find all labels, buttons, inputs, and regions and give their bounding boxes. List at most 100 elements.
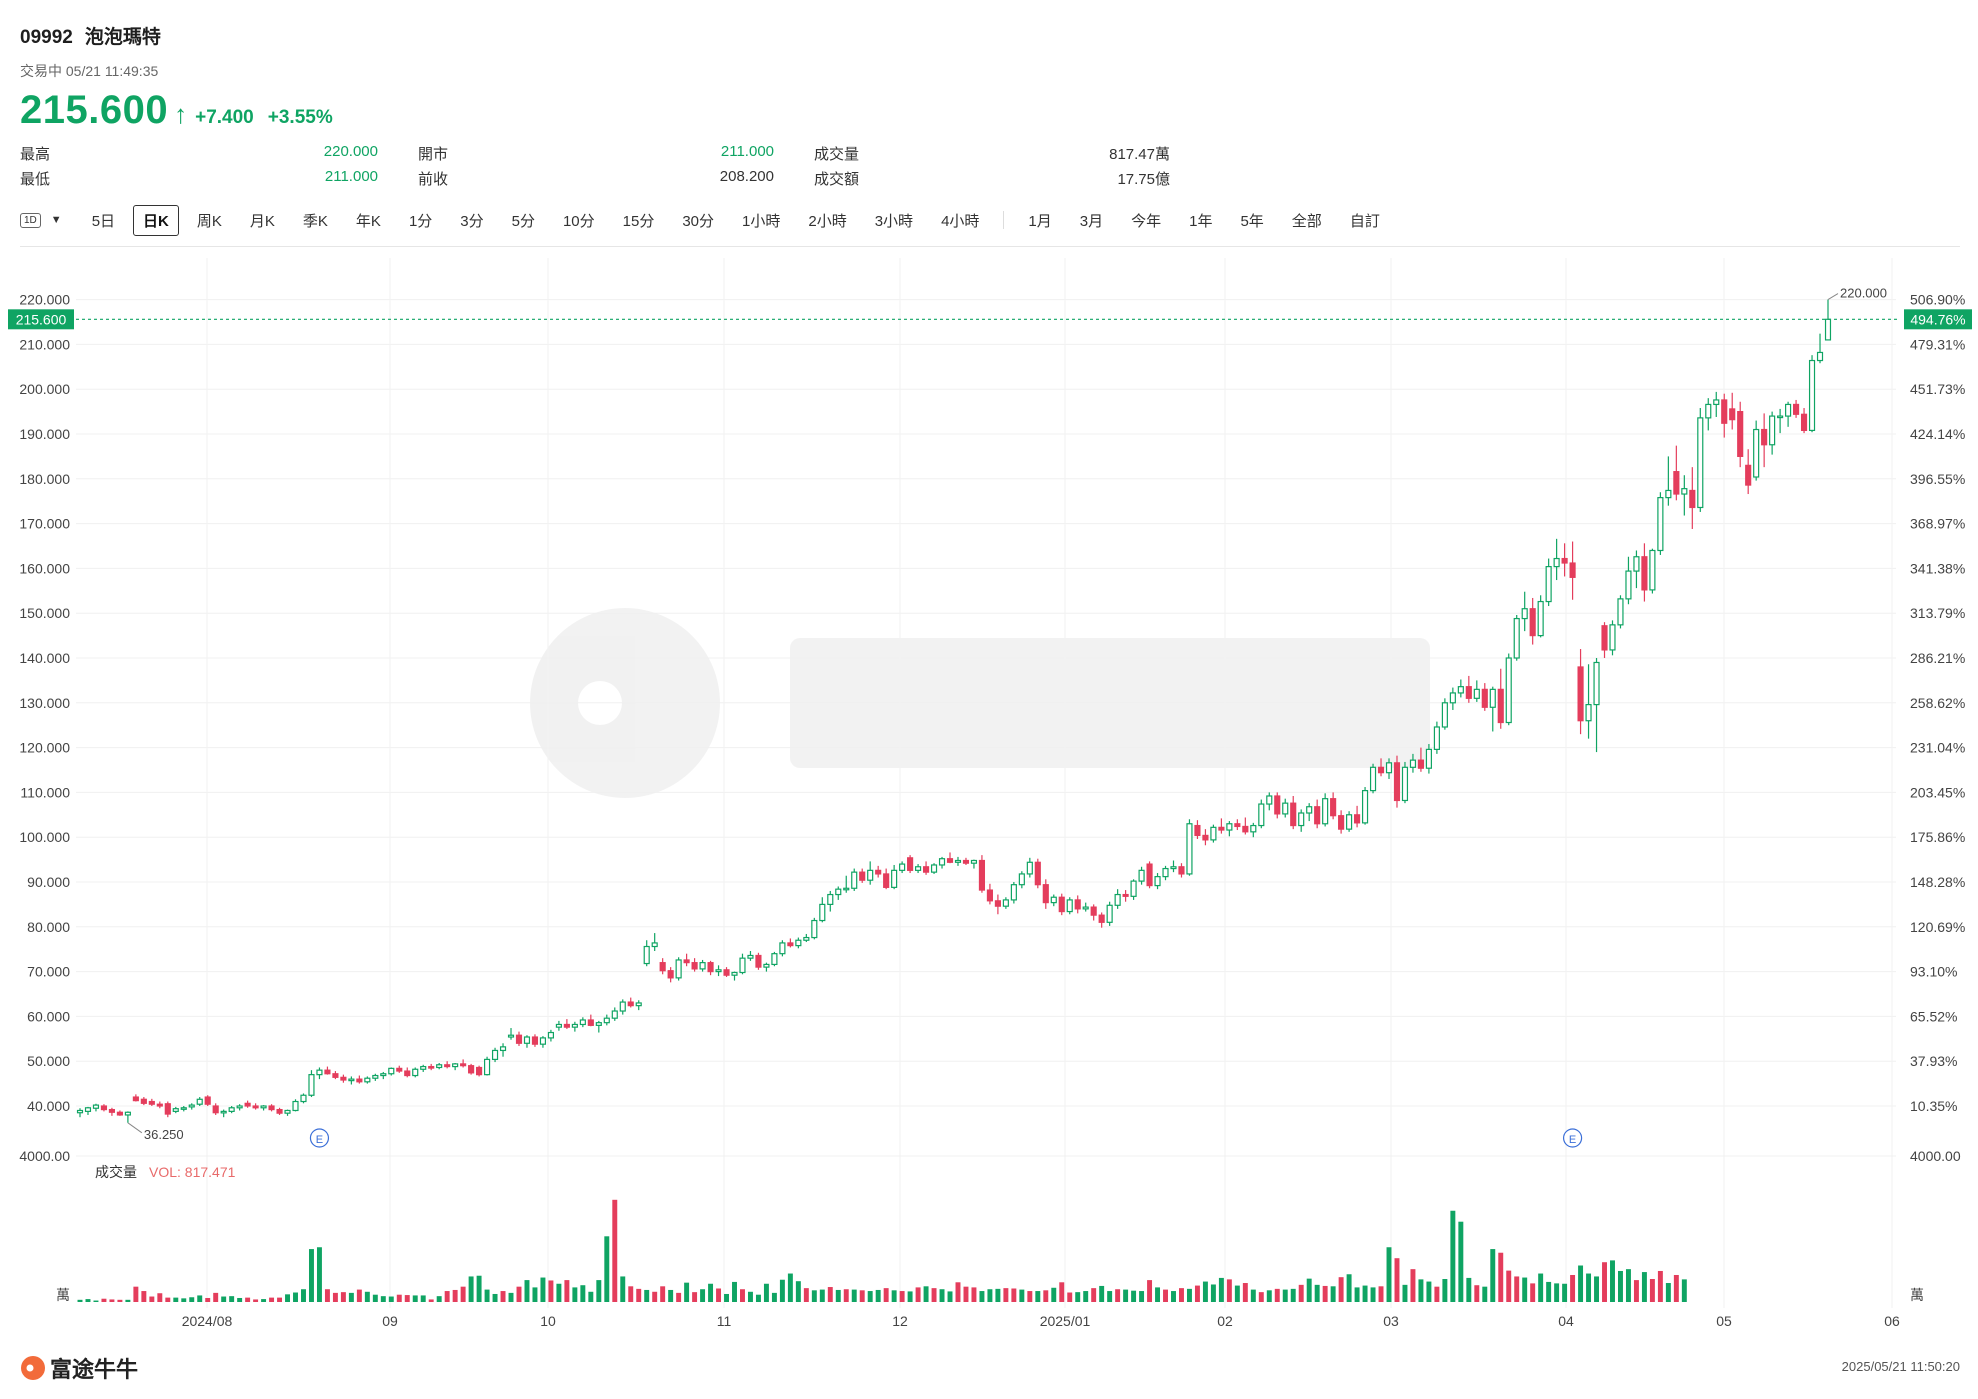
candle-20 bbox=[236, 1104, 243, 1111]
period-tab-12[interactable]: 1小時 bbox=[742, 212, 781, 230]
candle-85 bbox=[755, 952, 762, 970]
period-tab-14[interactable]: 3小時 bbox=[874, 212, 914, 230]
period-tab-15[interactable]: 4小時 bbox=[941, 212, 980, 230]
range-tab-1[interactable]: 3月 bbox=[1079, 212, 1104, 230]
volume-bar-122 bbox=[1051, 1287, 1057, 1302]
candle-body-73 bbox=[659, 962, 666, 972]
candle-192 bbox=[1609, 620, 1616, 656]
candle-body-163 bbox=[1377, 766, 1385, 774]
period-selector-icon[interactable]: 1D bbox=[20, 212, 41, 228]
volume-bar-101 bbox=[883, 1288, 889, 1302]
candle-body-179 bbox=[1505, 657, 1512, 724]
period-tab-0[interactable]: 5日 bbox=[91, 212, 116, 230]
candle-body-3 bbox=[100, 1105, 108, 1111]
volume-bar-33 bbox=[340, 1292, 346, 1302]
volume-bar-45 bbox=[436, 1296, 442, 1302]
volume-bar-32 bbox=[332, 1292, 338, 1302]
candle-body-114 bbox=[986, 889, 993, 902]
candle-body-189 bbox=[1585, 703, 1592, 722]
candle-body-2 bbox=[92, 1104, 100, 1109]
candle-60 bbox=[555, 1020, 562, 1031]
pct-tick-label-0: 10.35% bbox=[1910, 1098, 1957, 1114]
candle-body-100 bbox=[875, 869, 882, 875]
candle-body-167 bbox=[1409, 759, 1417, 768]
period-tab-4[interactable]: 季K bbox=[302, 212, 328, 230]
pct-tick-label-2: 65.52% bbox=[1910, 1008, 1957, 1024]
candle-208 bbox=[1737, 401, 1744, 468]
range-tab-6[interactable]: 自訂 bbox=[1349, 212, 1380, 230]
volume-bar-79 bbox=[708, 1283, 714, 1302]
candle-body-66 bbox=[603, 1017, 610, 1024]
candle-169 bbox=[1425, 744, 1432, 774]
volume-bar-111 bbox=[963, 1286, 969, 1302]
volume-label: 成交量 bbox=[814, 146, 860, 163]
price-change-pct: +3.55% bbox=[267, 107, 333, 128]
candle-body-48 bbox=[460, 1063, 467, 1067]
candle-212 bbox=[1769, 411, 1776, 455]
price-change: +7.400 bbox=[195, 107, 254, 128]
period-tab-1[interactable]: 日K bbox=[133, 204, 179, 236]
period-tab-7[interactable]: 3分 bbox=[460, 212, 484, 230]
candle-67 bbox=[611, 1007, 618, 1021]
toolbar-divider bbox=[1003, 211, 1005, 229]
date-tick-label-3: 11 bbox=[717, 1313, 732, 1329]
volume-bar-193 bbox=[1618, 1270, 1623, 1302]
range-tab-4[interactable]: 5年 bbox=[1240, 212, 1264, 230]
volume-bars: 4000.00 4000.00 萬 萬 bbox=[19, 1148, 1960, 1303]
candle-71 bbox=[643, 940, 650, 967]
range-tab-5[interactable]: 全部 bbox=[1291, 212, 1322, 230]
price-row: 215.600 ↑ +7.400 +3.55% bbox=[20, 88, 347, 133]
chevron-down-icon[interactable]: ▼ bbox=[50, 214, 62, 226]
period-tab-8[interactable]: 5分 bbox=[511, 212, 535, 230]
candlestick-chart[interactable]: 4000.00 4000.00 萬 萬 40.000 50.000 60.000 70.00… bbox=[0, 248, 1978, 1338]
period-tab-6[interactable]: 1分 bbox=[408, 212, 433, 230]
volume-bar-42 bbox=[412, 1295, 418, 1302]
candle-body-47 bbox=[452, 1063, 459, 1068]
range-tab-0[interactable]: 1月 bbox=[1028, 212, 1052, 230]
candle-68 bbox=[619, 999, 626, 1015]
candle-195 bbox=[1633, 550, 1640, 589]
candle-5 bbox=[116, 1110, 123, 1116]
candle-body-111 bbox=[962, 859, 970, 864]
volume-bar-142 bbox=[1210, 1284, 1216, 1302]
range-tab-3[interactable]: 1年 bbox=[1189, 212, 1213, 230]
low-marker-label: 36.250 bbox=[144, 1127, 184, 1142]
candle-body-147 bbox=[1250, 824, 1257, 833]
volume-bar-187 bbox=[1570, 1274, 1576, 1302]
candle-body-139 bbox=[1186, 823, 1193, 875]
candle-122 bbox=[1050, 894, 1057, 907]
candle-138 bbox=[1178, 863, 1185, 878]
candle-body-158 bbox=[1338, 815, 1345, 830]
candle-body-25 bbox=[276, 1108, 283, 1114]
period-tab-10[interactable]: 15分 bbox=[622, 212, 655, 230]
period-tab-5[interactable]: 年K bbox=[355, 212, 381, 230]
period-tab-2[interactable]: 周K bbox=[196, 212, 222, 230]
candle-137 bbox=[1170, 860, 1177, 873]
prev-close-label: 前收 bbox=[418, 171, 449, 188]
volume-bar-64 bbox=[588, 1291, 594, 1302]
volume-bar-49 bbox=[468, 1276, 474, 1302]
period-tab-9[interactable]: 10分 bbox=[562, 212, 595, 230]
volume-bar-5 bbox=[117, 1299, 123, 1302]
candle-body-95 bbox=[835, 888, 842, 896]
volume-bar-68 bbox=[620, 1276, 626, 1302]
candle-body-76 bbox=[683, 959, 690, 964]
candle-170 bbox=[1433, 721, 1440, 754]
period-tab-3[interactable]: 月K bbox=[249, 212, 275, 230]
volume-bar-170 bbox=[1434, 1286, 1440, 1302]
candle-body-34 bbox=[348, 1078, 355, 1082]
candle-body-186 bbox=[1561, 557, 1568, 564]
volume-bar-67 bbox=[612, 1199, 618, 1302]
range-tab-2[interactable]: 今年 bbox=[1131, 212, 1162, 230]
volume-bar-82 bbox=[732, 1281, 737, 1302]
volume-title: 成交量 VOL: 817.471 bbox=[95, 1162, 235, 1182]
open-value: 211.000 bbox=[720, 143, 774, 160]
volume-bar-65 bbox=[596, 1280, 602, 1302]
candle-body-129 bbox=[1106, 904, 1113, 923]
period-tab-13[interactable]: 2小時 bbox=[808, 212, 847, 230]
candle-body-188 bbox=[1577, 666, 1584, 722]
volume-bar-172 bbox=[1450, 1210, 1456, 1302]
candle-body-83 bbox=[739, 957, 746, 974]
low-label: 最低 bbox=[20, 171, 51, 188]
period-tab-11[interactable]: 30分 bbox=[682, 212, 715, 230]
